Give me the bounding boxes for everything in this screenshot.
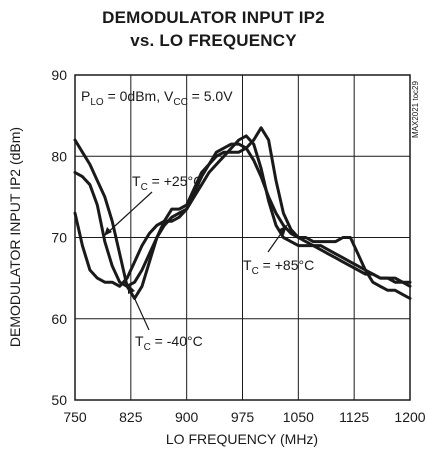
y-tick-label: 50 — [51, 392, 67, 408]
annotation-tm40-arrowhead — [128, 284, 135, 294]
x-tick-label: 825 — [119, 409, 143, 425]
y-axis-label: DEMODULATOR INPUT IP2 (dBm) — [7, 127, 23, 347]
chart-title-line2: vs. LO FREQUENCY — [130, 31, 297, 50]
series-line-t85 — [73, 142, 412, 288]
x-tick-label: 975 — [231, 409, 255, 425]
figure-id-note: MAX2021 toc29 — [411, 81, 420, 138]
x-tick-label: 1050 — [283, 409, 314, 425]
annotation-t25-leader — [103, 191, 153, 237]
x-tick-label: 1125 — [339, 409, 369, 425]
y-tick-label: 70 — [51, 230, 67, 246]
chart-title-line1: DEMODULATOR INPUT IP2 — [102, 8, 325, 27]
grid — [75, 75, 410, 400]
x-axis-label: LO FREQUENCY (MHz) — [166, 431, 318, 447]
y-tick-label: 60 — [51, 311, 67, 327]
x-tick-label: 1200 — [394, 409, 425, 425]
series-line-t25 — [73, 134, 412, 288]
annotation-t85: TC = +85°C — [243, 257, 314, 277]
x-tick-label: 900 — [175, 409, 199, 425]
y-tick-label: 90 — [51, 67, 67, 83]
conditions-label: PLO = 0dBm, VCC = 5.0V — [81, 88, 233, 108]
annotation-t85-arrowhead — [278, 225, 287, 235]
annotation-t25: TC = +25°C — [132, 173, 203, 193]
x-tick-label: 750 — [63, 409, 87, 425]
annotation-t25-arrowhead — [104, 227, 112, 236]
tick-labels: 750 825 900 975 1050 1125 1200 50 60 70 80 90 — [51, 67, 425, 425]
y-tick-label: 80 — [51, 148, 67, 164]
annotation-tm40: TC = -40°C — [135, 333, 203, 353]
